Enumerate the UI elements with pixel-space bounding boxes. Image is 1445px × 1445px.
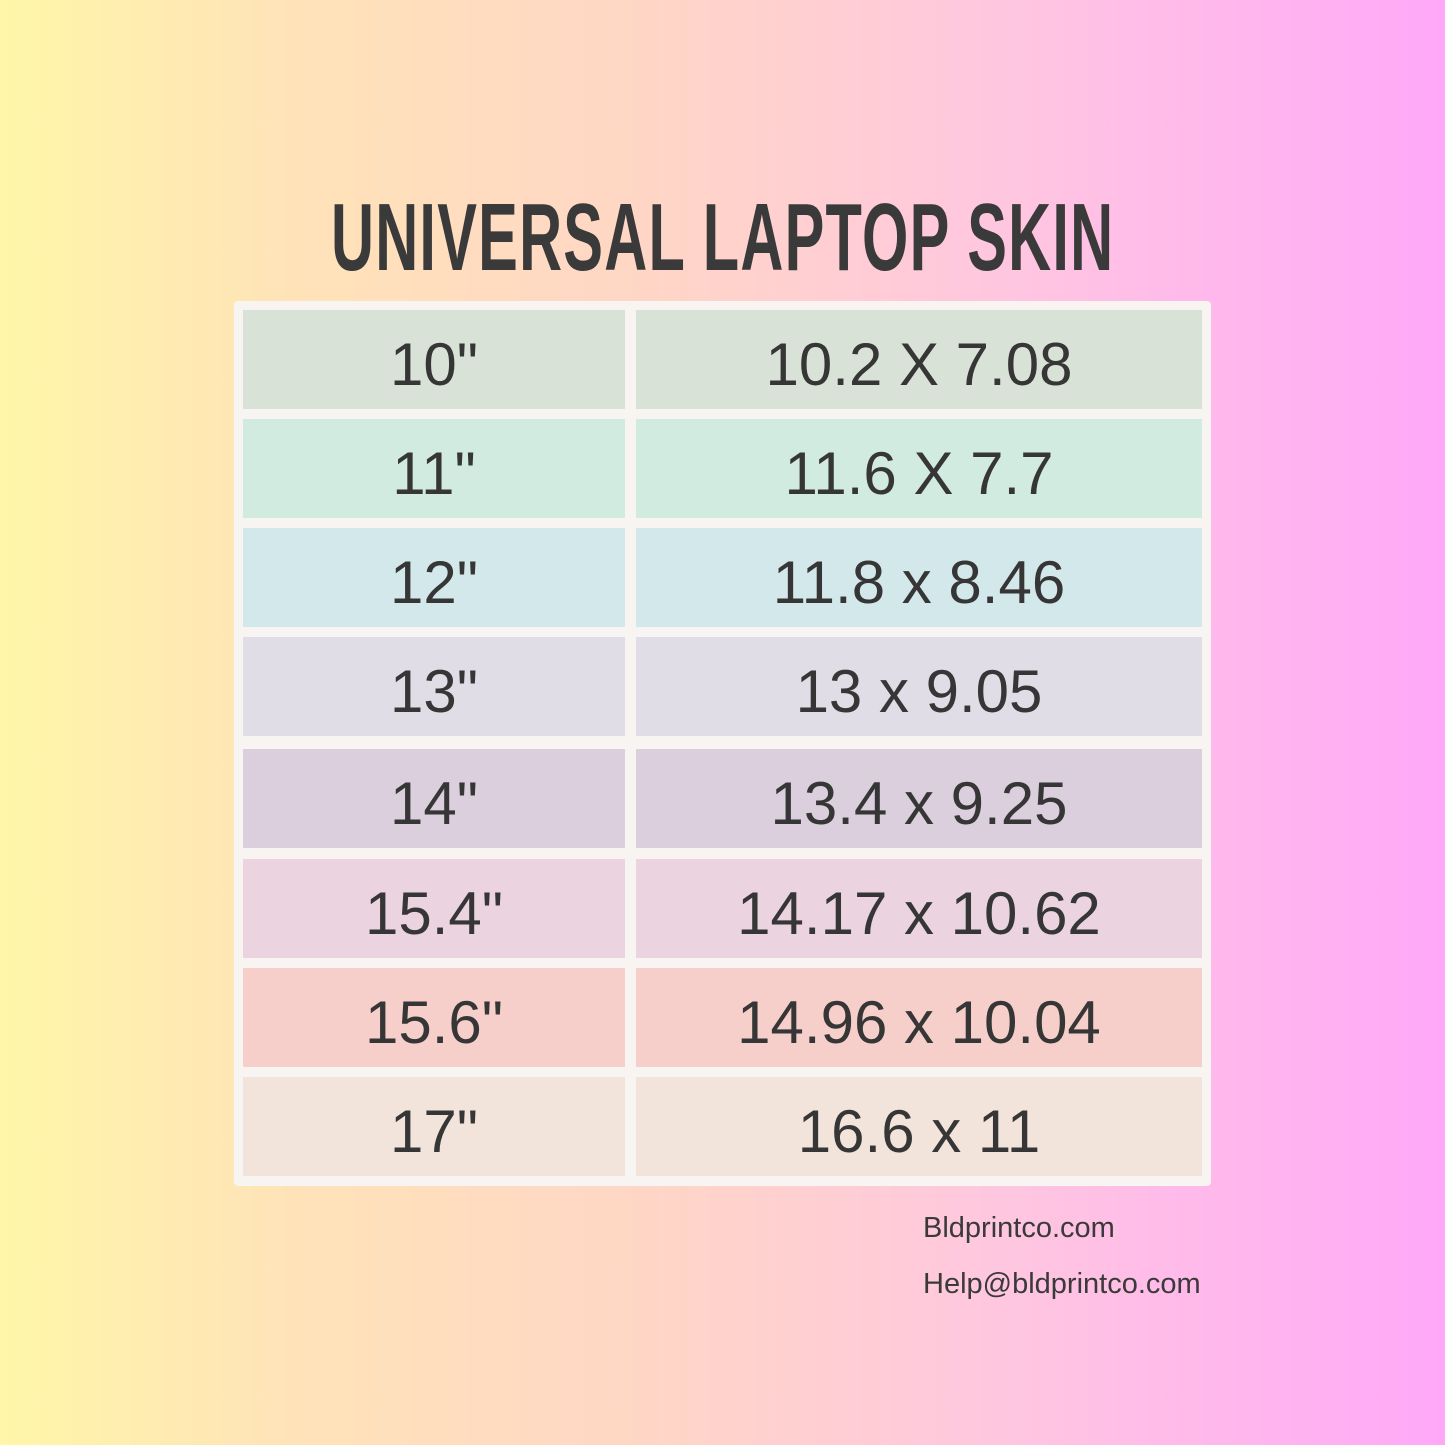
dimensions-cell: 14.17 x 10.62: [636, 859, 1202, 958]
website-link[interactable]: Bldprintco.com: [923, 1212, 1115, 1244]
dimensions-cell: 13 x 9.05: [636, 637, 1202, 736]
size-cell: 15.4": [243, 859, 625, 958]
table-row: 14" 13.4 x 9.25: [243, 749, 1202, 848]
table-row: 12" 11.8 x 8.46: [243, 528, 1202, 627]
dimensions-cell: 16.6 x 11: [636, 1077, 1202, 1176]
dimensions-cell: 11.8 x 8.46: [636, 528, 1202, 627]
table-row: 17" 16.6 x 11: [243, 1077, 1202, 1176]
size-cell: 14": [243, 749, 625, 848]
table-row: 11" 11.6 X 7.7: [243, 419, 1202, 518]
table-row: 10" 10.2 X 7.08: [243, 310, 1202, 409]
dimensions-cell: 11.6 X 7.7: [636, 419, 1202, 518]
dimensions-cell: 10.2 X 7.08: [636, 310, 1202, 409]
table-row: 15.4" 14.17 x 10.62: [243, 859, 1202, 958]
size-cell: 11": [243, 419, 625, 518]
table-row: 13" 13 x 9.05: [243, 637, 1202, 736]
table-row: 15.6" 14.96 x 10.04: [243, 968, 1202, 1067]
size-cell: 13": [243, 637, 625, 736]
size-cell: 10": [243, 310, 625, 409]
dimensions-cell: 13.4 x 9.25: [636, 749, 1202, 848]
size-cell: 17": [243, 1077, 625, 1176]
sizes-table: 10" 10.2 X 7.08 11" 11.6 X 7.7 12" 11.8 x 8.4…: [234, 301, 1211, 1186]
dimensions-cell: 14.96 x 10.04: [636, 968, 1202, 1067]
size-cell: 15.6": [243, 968, 625, 1067]
size-cell: 12": [243, 528, 625, 627]
email-link[interactable]: Help@bldprintco.com: [923, 1268, 1201, 1300]
